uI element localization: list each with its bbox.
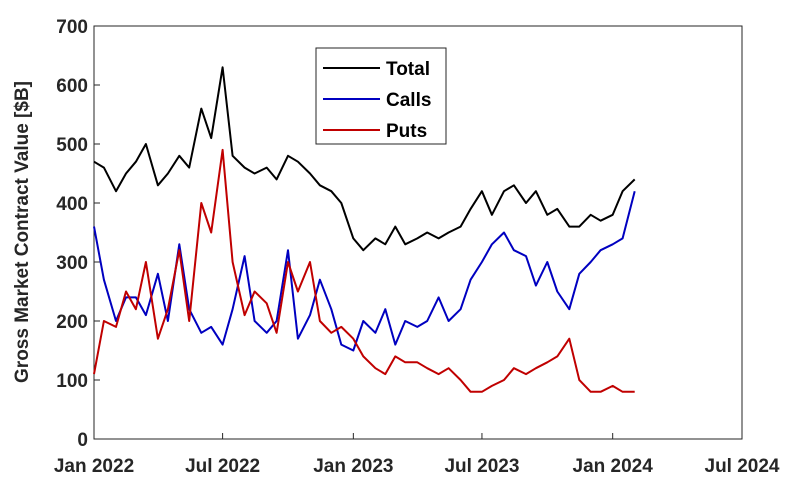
y-tick-label: 700 (56, 17, 88, 38)
legend-label-total: Total (386, 59, 430, 80)
y-tick-label: 100 (56, 371, 88, 392)
legend-label-calls: Calls (386, 90, 431, 111)
y-tick-label: 200 (56, 312, 88, 333)
x-tick-label: Jan 2023 (313, 456, 393, 477)
legend-box (315, 47, 447, 145)
legend-label-puts: Puts (386, 121, 427, 142)
y-tick-label: 0 (77, 430, 88, 451)
x-tick-label: Jul 2024 (705, 456, 780, 477)
x-axis: Jan 2022 Jul 2022 Jan 2023 Jul 2023 Jan 2024… (54, 433, 780, 477)
series-line-calls (93, 190, 636, 352)
x-tick-label: Jan 2022 (54, 456, 134, 477)
y-tick-label: 300 (56, 253, 88, 274)
legend: Total Calls Puts (315, 47, 447, 145)
x-tick-label: Jul 2023 (444, 456, 519, 477)
y-tick-label: 500 (56, 135, 88, 156)
x-tick-label: Jan 2024 (573, 456, 654, 477)
series-line-total (93, 66, 636, 252)
y-axis-label: Gross Market Contract Value [$B] (12, 81, 33, 383)
y-tick-label: 600 (56, 76, 88, 97)
y-axis: 0 100 200 300 400 500 600 700 (56, 17, 100, 451)
x-tick-label: Jul 2022 (185, 456, 260, 477)
y-tick-label: 400 (56, 194, 88, 215)
series-line-puts (93, 148, 635, 393)
series-lines (93, 66, 636, 393)
